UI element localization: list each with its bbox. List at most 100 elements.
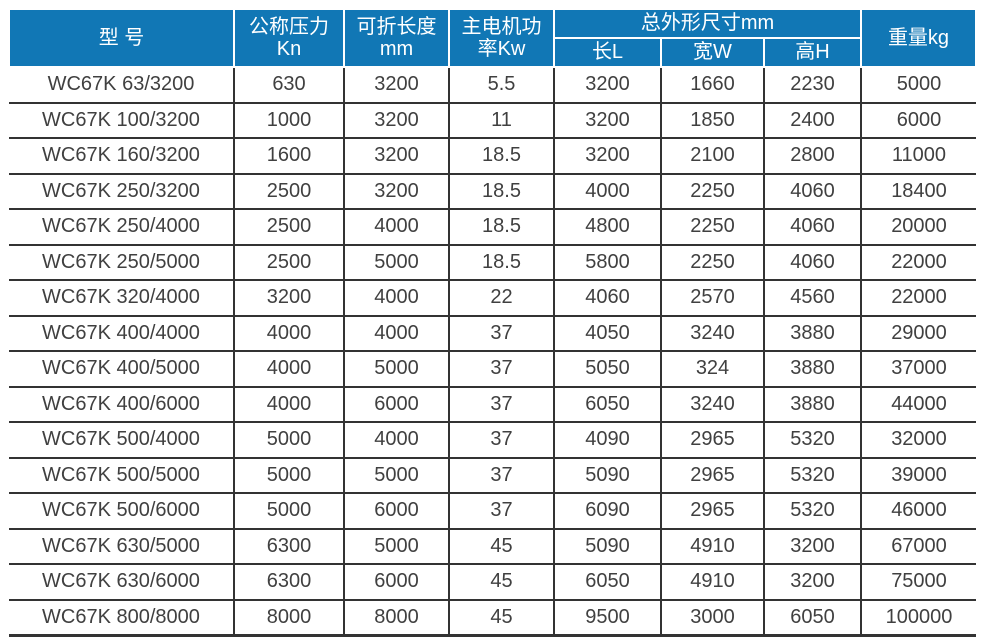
model-cell: WC67K 250/3200	[9, 172, 234, 209]
value-cell: 4090	[553, 421, 661, 458]
col-header-motor-power-line1: 主电机功	[461, 15, 542, 38]
value-cell: 1850	[660, 101, 764, 138]
value-cell: 324	[660, 350, 764, 387]
value-cell: 5000	[343, 527, 449, 564]
col-header-model: 型 号	[8, 8, 235, 68]
col-header-fold-length-line1: 可折长度	[356, 15, 437, 38]
value-cell: 9500	[553, 598, 661, 637]
value-cell: 3200	[553, 137, 661, 174]
value-cell: 2500	[233, 208, 344, 245]
value-cell: 18.5	[448, 243, 554, 280]
value-cell: 6050	[553, 563, 661, 600]
model-cell: WC67K 500/6000	[9, 492, 234, 529]
value-cell: 45	[448, 598, 554, 637]
value-cell: 1000	[233, 101, 344, 138]
value-cell: 2250	[660, 243, 764, 280]
value-cell: 45	[448, 563, 554, 600]
value-cell: 6000	[343, 385, 449, 422]
value-cell: 4060	[763, 208, 861, 245]
value-cell: 5.5	[448, 67, 554, 103]
col-header-model-label: 型 号	[98, 26, 145, 49]
table-row: WC67K 630/5000 6300 5000 45 5090 4910 3200 6700…	[9, 527, 976, 564]
model-cell: WC67K 500/4000	[9, 421, 234, 458]
value-cell: 1660	[660, 67, 764, 103]
model-cell: WC67K 100/3200	[9, 101, 234, 138]
value-cell: 5090	[553, 456, 661, 493]
col-header-pressure-line2: Kn	[276, 37, 302, 60]
value-cell: 4000	[343, 208, 449, 245]
value-cell: 4000	[233, 314, 344, 351]
value-cell: 2250	[660, 208, 764, 245]
value-cell: 5090	[553, 527, 661, 564]
value-cell: 22000	[860, 243, 976, 280]
value-cell: 6000	[343, 563, 449, 600]
model-cell: WC67K 250/5000	[9, 243, 234, 280]
value-cell: 3880	[763, 350, 861, 387]
value-cell: 3200	[343, 172, 449, 209]
value-cell: 3200	[553, 67, 661, 103]
value-cell: 18.5	[448, 137, 554, 174]
value-cell: 6090	[553, 492, 661, 529]
value-cell: 8000	[343, 598, 449, 637]
table-row: WC67K 500/5000 5000 5000 37 5090 2965 5320 3900…	[9, 456, 976, 493]
table-row: WC67K 320/4000 3200 4000 22 4060 2570 4560 2200…	[9, 279, 976, 316]
value-cell: 5000	[343, 350, 449, 387]
col-header-pressure-line1: 公称压力	[249, 15, 329, 38]
value-cell: 4050	[553, 314, 661, 351]
col-header-dim-width: 宽W	[660, 37, 765, 68]
model-cell: WC67K 400/5000	[9, 350, 234, 387]
value-cell: 2965	[660, 456, 764, 493]
value-cell: 37	[448, 350, 554, 387]
value-cell: 67000	[860, 527, 976, 564]
value-cell: 2500	[233, 172, 344, 209]
model-cell: WC67K 800/8000	[9, 598, 234, 637]
value-cell: 37	[448, 421, 554, 458]
value-cell: 5000	[233, 421, 344, 458]
value-cell: 4560	[763, 279, 861, 316]
value-cell: 2230	[763, 67, 861, 103]
col-header-motor-power-line2: 率Kw	[477, 37, 526, 60]
value-cell: 11000	[860, 137, 976, 174]
value-cell: 1600	[233, 137, 344, 174]
value-cell: 4000	[343, 421, 449, 458]
table-row: WC67K 250/3200 2500 3200 18.5 4000 2250 4060 18…	[9, 172, 976, 209]
table-body: WC67K 63/3200 630 3200 5.5 3200 1660 2230 5000 W…	[9, 67, 976, 637]
table-row: WC67K 500/6000 5000 6000 37 6090 2965 5320 4600…	[9, 492, 976, 529]
col-header-fold-length: 可折长度 mm	[343, 8, 450, 68]
value-cell: 3200	[343, 101, 449, 138]
value-cell: 3880	[763, 314, 861, 351]
value-cell: 45	[448, 527, 554, 564]
spec-table: 型 号 公称压力 Kn 可折长度 mm 主电机功 率Kw 总外形尺寸mm 重量k…	[8, 8, 977, 637]
value-cell: 5320	[763, 492, 861, 529]
value-cell: 3200	[343, 137, 449, 174]
value-cell: 5000	[860, 67, 976, 103]
value-cell: 630	[233, 67, 344, 103]
col-header-dim-length: 长L	[553, 37, 662, 68]
value-cell: 6000	[343, 492, 449, 529]
model-cell: WC67K 250/4000	[9, 208, 234, 245]
value-cell: 6000	[860, 101, 976, 138]
value-cell: 5000	[343, 243, 449, 280]
value-cell: 4910	[660, 563, 764, 600]
col-header-weight: 重量kg	[860, 8, 977, 68]
value-cell: 37000	[860, 350, 976, 387]
value-cell: 32000	[860, 421, 976, 458]
table-row: WC67K 400/4000 4000 4000 37 4050 3240 3880 2900…	[9, 314, 976, 351]
table-row: WC67K 160/3200 1600 3200 18.5 3200 2100 2800 11…	[9, 137, 976, 174]
value-cell: 18.5	[448, 208, 554, 245]
table-row: WC67K 500/4000 5000 4000 37 4090 2965 5320 3200…	[9, 421, 976, 458]
col-header-dim-height: 高H	[763, 37, 862, 68]
col-header-dimensions: 总外形尺寸mm	[553, 8, 862, 39]
value-cell: 29000	[860, 314, 976, 351]
value-cell: 3000	[660, 598, 764, 637]
value-cell: 37	[448, 456, 554, 493]
value-cell: 2400	[763, 101, 861, 138]
col-header-fold-length-line2: mm	[379, 37, 414, 60]
model-cell: WC67K 320/4000	[9, 279, 234, 316]
value-cell: 44000	[860, 385, 976, 422]
table-row: WC67K 630/6000 6300 6000 45 6050 4910 3200 7500…	[9, 563, 976, 600]
value-cell: 5000	[343, 456, 449, 493]
value-cell: 3200	[763, 563, 861, 600]
value-cell: 5320	[763, 421, 861, 458]
value-cell: 4800	[553, 208, 661, 245]
